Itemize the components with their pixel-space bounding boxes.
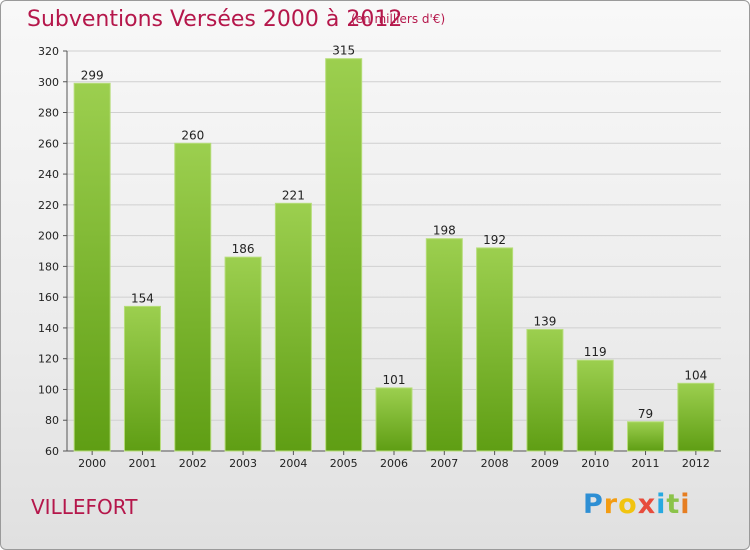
y-tick-label: 320 xyxy=(38,45,59,58)
logo-letter: x xyxy=(637,489,657,520)
data-label-2004: 221 xyxy=(282,188,305,202)
bars xyxy=(73,58,715,452)
y-tick-label: 100 xyxy=(38,383,59,396)
x-tick-label: 2004 xyxy=(279,457,307,470)
y-tick-labels: 60 80 100 120 140 160 180 200 220 240 260 280 300 320 xyxy=(38,45,59,458)
x-tick-label: 2002 xyxy=(179,457,207,470)
y-tick-label: 60 xyxy=(45,445,59,458)
data-label-2005: 315 xyxy=(332,44,355,58)
chart-subtitle: (en milliers d'€) xyxy=(351,12,446,26)
x-tick-label: 2011 xyxy=(632,457,660,470)
y-tick-label: 80 xyxy=(45,414,59,427)
bar-2009 xyxy=(526,328,564,452)
bar-2004 xyxy=(274,202,312,452)
data-label-2010: 119 xyxy=(584,345,607,359)
bar-2001 xyxy=(123,305,161,452)
data-label-2002: 260 xyxy=(181,128,204,142)
bar-2006 xyxy=(375,387,413,452)
bar-2012 xyxy=(677,382,715,452)
logo-letter: i xyxy=(680,489,691,520)
logo-letter: P xyxy=(583,489,604,520)
y-tick-label: 240 xyxy=(38,168,59,181)
x-tick-label: 2000 xyxy=(78,457,106,470)
x-tick-labels: 2000 2001 2002 2003 2004 2005 2006 2007 2008 2009… xyxy=(78,451,710,470)
x-tick-label: 2005 xyxy=(330,457,358,470)
data-label-2008: 192 xyxy=(483,233,506,247)
location-label: VILLEFORT xyxy=(31,495,138,519)
bar-2005 xyxy=(325,58,363,452)
bar-2007 xyxy=(425,238,463,452)
y-tick-label: 160 xyxy=(38,291,59,304)
x-tick-label: 2007 xyxy=(430,457,458,470)
y-tick-label: 200 xyxy=(38,230,59,243)
logo-letter: i xyxy=(656,489,667,520)
proxiti-logo[interactable]: Proxiti xyxy=(583,489,691,520)
x-tick-label: 2010 xyxy=(581,457,609,470)
bar-2008 xyxy=(476,247,514,452)
data-label-2011: 79 xyxy=(638,407,653,421)
x-tick-label: 2009 xyxy=(531,457,559,470)
x-tick-label: 2006 xyxy=(380,457,408,470)
data-label-2012: 104 xyxy=(684,368,707,382)
y-tick-label: 260 xyxy=(38,137,59,150)
y-tick-label: 180 xyxy=(38,260,59,273)
logo-letter: t xyxy=(666,489,681,520)
bar-2000 xyxy=(73,82,111,452)
data-label-2000: 299 xyxy=(81,68,104,82)
y-tick-label: 140 xyxy=(38,322,59,335)
bar-2002 xyxy=(174,142,212,452)
y-tick-label: 120 xyxy=(38,353,59,366)
chart-title: Subventions Versées 2000 à 2012 xyxy=(27,7,403,32)
y-tick-label: 220 xyxy=(38,199,59,212)
x-tick-label: 2008 xyxy=(481,457,509,470)
y-tick-label: 300 xyxy=(38,76,59,89)
logo-letter: o xyxy=(618,489,638,520)
data-label-2007: 198 xyxy=(433,224,456,238)
data-label-2003: 186 xyxy=(232,242,255,256)
data-label-2009: 139 xyxy=(533,314,556,328)
y-tick-label: 280 xyxy=(38,107,59,120)
x-tick-label: 2003 xyxy=(229,457,257,470)
data-label-2006: 101 xyxy=(383,373,406,387)
x-tick-label: 2001 xyxy=(128,457,156,470)
x-tick-label: 2012 xyxy=(682,457,710,470)
bar-2011 xyxy=(627,421,665,452)
data-labels: 299 154 260 186 221 315 101 198 192 139 119 79 104 xyxy=(81,44,708,421)
bar-2010 xyxy=(576,359,614,452)
bar-2003 xyxy=(224,256,262,452)
data-label-2001: 154 xyxy=(131,291,154,305)
logo-letter: r xyxy=(603,489,619,520)
